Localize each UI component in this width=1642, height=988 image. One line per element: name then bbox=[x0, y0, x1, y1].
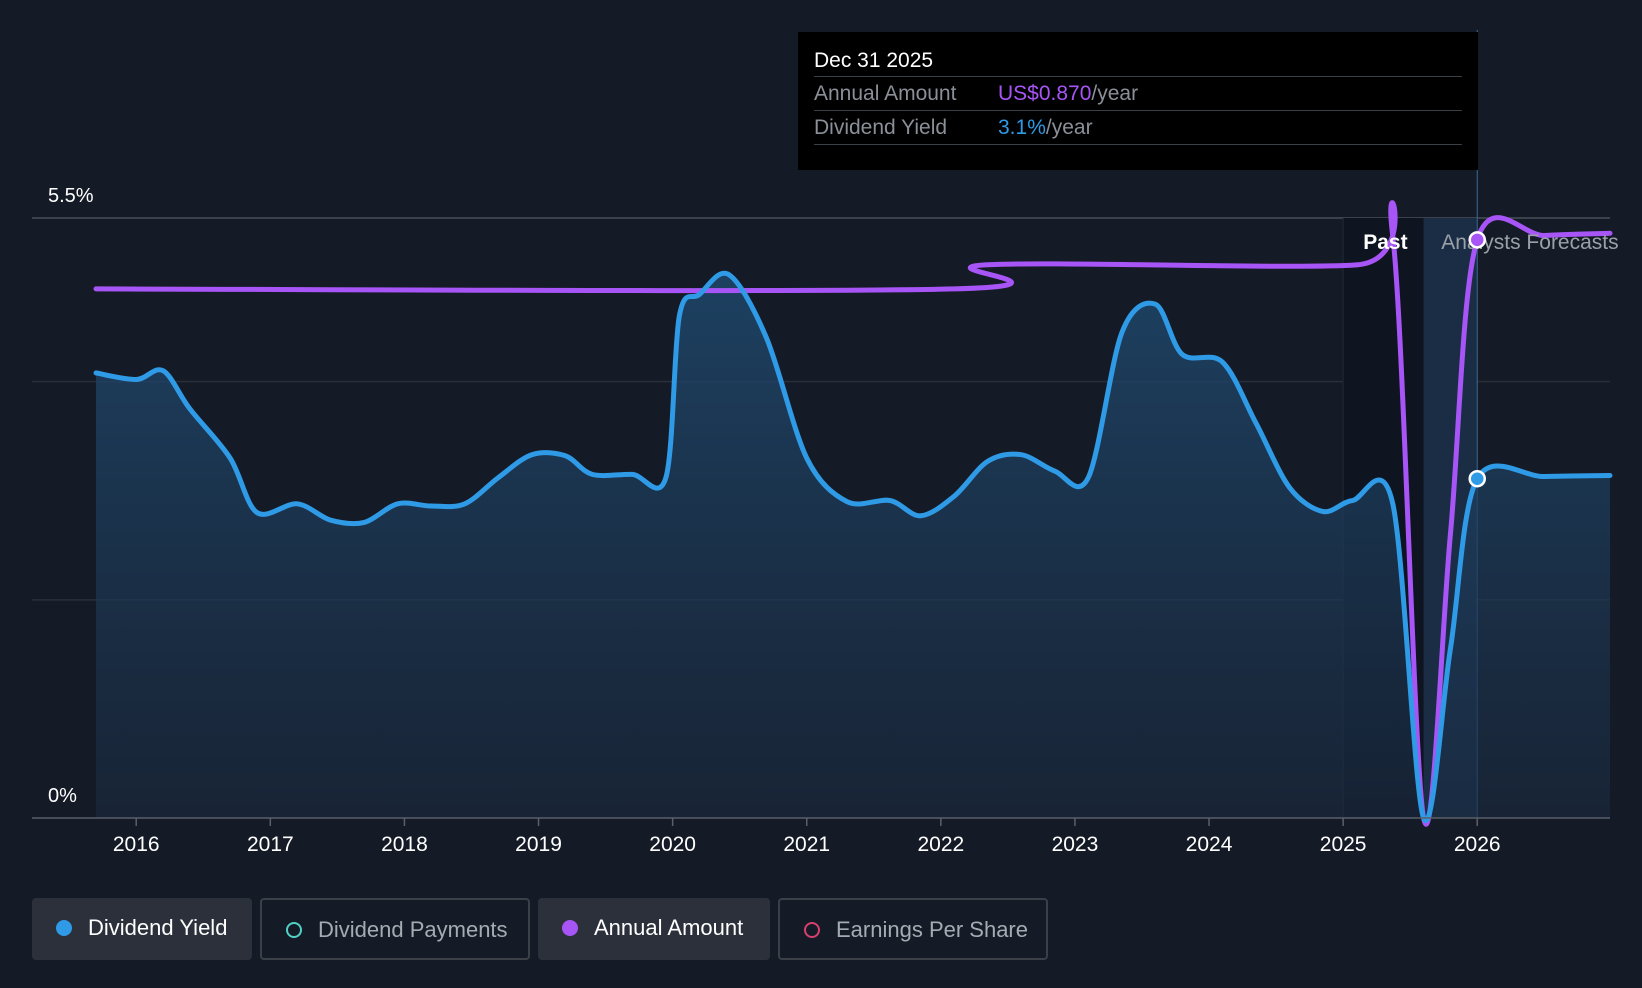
y-tick-label-bottom: 0% bbox=[48, 785, 77, 807]
series-lines bbox=[93, 200, 1613, 827]
x-tick-label: 2016 bbox=[113, 833, 160, 856]
tooltip-yield-row: Dividend Yield 3.1%/year bbox=[814, 111, 1462, 145]
legend-label: Dividend Payments bbox=[318, 917, 508, 942]
tooltip-annual-label: Annual Amount bbox=[814, 82, 957, 105]
dividend-yield-dot-icon bbox=[56, 920, 72, 936]
x-axis: 2016 2017 2018 2019 2020 2021 2022 2023 2024 2025… bbox=[32, 817, 1610, 856]
legend-dividend-payments[interactable]: Dividend Payments bbox=[260, 898, 530, 960]
forecast-label: Analysts Forecasts bbox=[1441, 231, 1618, 254]
tooltip-annual-unit: /year bbox=[1091, 82, 1139, 105]
tooltip-yield-unit: /year bbox=[1045, 116, 1093, 139]
tooltip: Dec 31 2025 Annual Amount US$0.870/year D… bbox=[798, 32, 1478, 170]
x-tick-label: 2026 bbox=[1454, 833, 1501, 856]
legend-dividend-yield[interactable]: Dividend Yield bbox=[32, 898, 252, 960]
x-tick-label: 2023 bbox=[1052, 833, 1099, 856]
annual-amount-dot-icon bbox=[562, 920, 578, 936]
region-labels: Past Analysts Forecasts bbox=[1363, 231, 1618, 254]
legend-label: Annual Amount bbox=[594, 915, 744, 940]
y-axis: 5.5% 0% bbox=[48, 185, 94, 807]
hover-markers bbox=[1468, 231, 1486, 488]
x-tick-label: 2022 bbox=[917, 833, 964, 856]
legend-label: Dividend Yield bbox=[88, 915, 228, 940]
tooltip-date: Dec 31 2025 bbox=[814, 46, 1462, 77]
marker-annual-amount bbox=[1468, 231, 1486, 249]
tooltip-annual-row: Annual Amount US$0.870/year bbox=[814, 77, 1462, 111]
dividend-payments-dot-icon bbox=[286, 922, 302, 938]
tooltip-yield-value: 3.1% bbox=[998, 116, 1046, 139]
x-tick-label: 2017 bbox=[247, 833, 294, 856]
past-label: Past bbox=[1363, 231, 1407, 254]
y-tick-label-top: 5.5% bbox=[48, 185, 94, 207]
x-tick-label: 2021 bbox=[783, 833, 830, 856]
yield-area bbox=[96, 273, 1610, 821]
x-tick-label: 2024 bbox=[1186, 833, 1233, 856]
legend-annual-amount[interactable]: Annual Amount bbox=[538, 898, 770, 960]
x-tick-label: 2020 bbox=[649, 833, 696, 856]
x-tick-label: 2019 bbox=[515, 833, 562, 856]
legend-earnings-per-share[interactable]: Earnings Per Share bbox=[778, 898, 1048, 960]
series-line-annual-amount bbox=[93, 200, 1613, 827]
legend-label: Earnings Per Share bbox=[836, 917, 1028, 942]
x-tick-label: 2018 bbox=[381, 833, 428, 856]
tooltip-annual-value: US$0.870 bbox=[998, 82, 1092, 105]
dividend-chart: 2016 2017 2018 2019 2020 2021 2022 2023 2024 2025… bbox=[32, 30, 1619, 856]
x-tick-label: 2025 bbox=[1320, 833, 1367, 856]
tooltip-yield-label: Dividend Yield bbox=[814, 116, 948, 139]
yield-area-fill bbox=[96, 273, 1610, 821]
series-line-dividend-yield bbox=[93, 270, 1613, 824]
marker-dividend-yield bbox=[1468, 469, 1486, 488]
earnings-per-share-dot-icon bbox=[804, 922, 820, 938]
